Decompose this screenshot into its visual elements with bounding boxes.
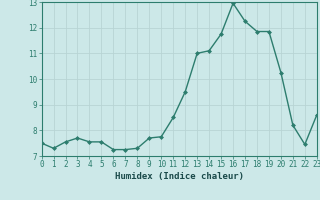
X-axis label: Humidex (Indice chaleur): Humidex (Indice chaleur) <box>115 172 244 181</box>
